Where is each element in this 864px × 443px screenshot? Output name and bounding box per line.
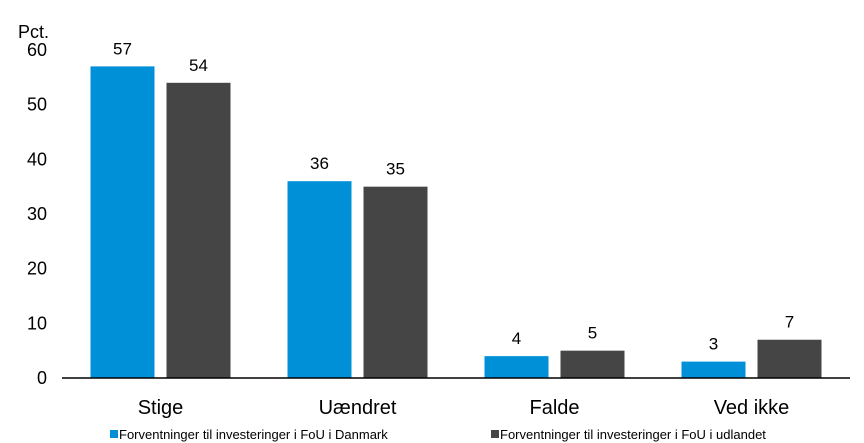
data-label: 57 (113, 39, 132, 58)
data-label: 5 (588, 324, 597, 343)
bar (757, 339, 822, 378)
bars (90, 66, 822, 379)
data-label: 36 (310, 154, 329, 173)
y-tick-label: 40 (27, 149, 47, 169)
y-tick-label: 50 (27, 95, 47, 115)
bar (560, 350, 625, 378)
category-label: Ved ikke (714, 397, 790, 419)
y-tick-label: 0 (37, 368, 47, 388)
y-axis-ticks: 0 10 20 30 40 50 60 (27, 40, 47, 388)
data-labels: 57 54 36 35 4 5 3 7 (113, 39, 794, 353)
bar (681, 361, 746, 378)
data-label: 4 (512, 329, 521, 348)
bar (287, 181, 352, 378)
bar (90, 66, 155, 379)
y-tick-label: 60 (27, 40, 47, 60)
data-label: 3 (709, 335, 718, 354)
y-tick-label: 20 (27, 259, 47, 279)
category-labels: Stige Uændret Falde Ved ikke (138, 397, 790, 419)
legend-swatch (110, 430, 118, 438)
data-label: 7 (785, 313, 794, 332)
category-label: Uændret (319, 397, 397, 419)
category-label: Falde (529, 397, 579, 419)
legend-swatch (491, 430, 499, 438)
bar (484, 356, 549, 378)
data-label: 35 (386, 160, 405, 179)
y-tick-label: 10 (27, 313, 47, 333)
y-axis-unit-label: Pct. (18, 22, 49, 42)
legend-label: Forventninger til investeringer i FoU i … (119, 427, 388, 442)
data-label: 54 (189, 56, 208, 75)
category-label: Stige (138, 397, 184, 419)
bar (363, 186, 428, 378)
bar (166, 82, 231, 379)
legend: Forventninger til investeringer i FoU i … (110, 427, 766, 442)
y-tick-label: 30 (27, 204, 47, 224)
legend-label: Forventninger til investeringer i FoU i … (500, 427, 766, 442)
